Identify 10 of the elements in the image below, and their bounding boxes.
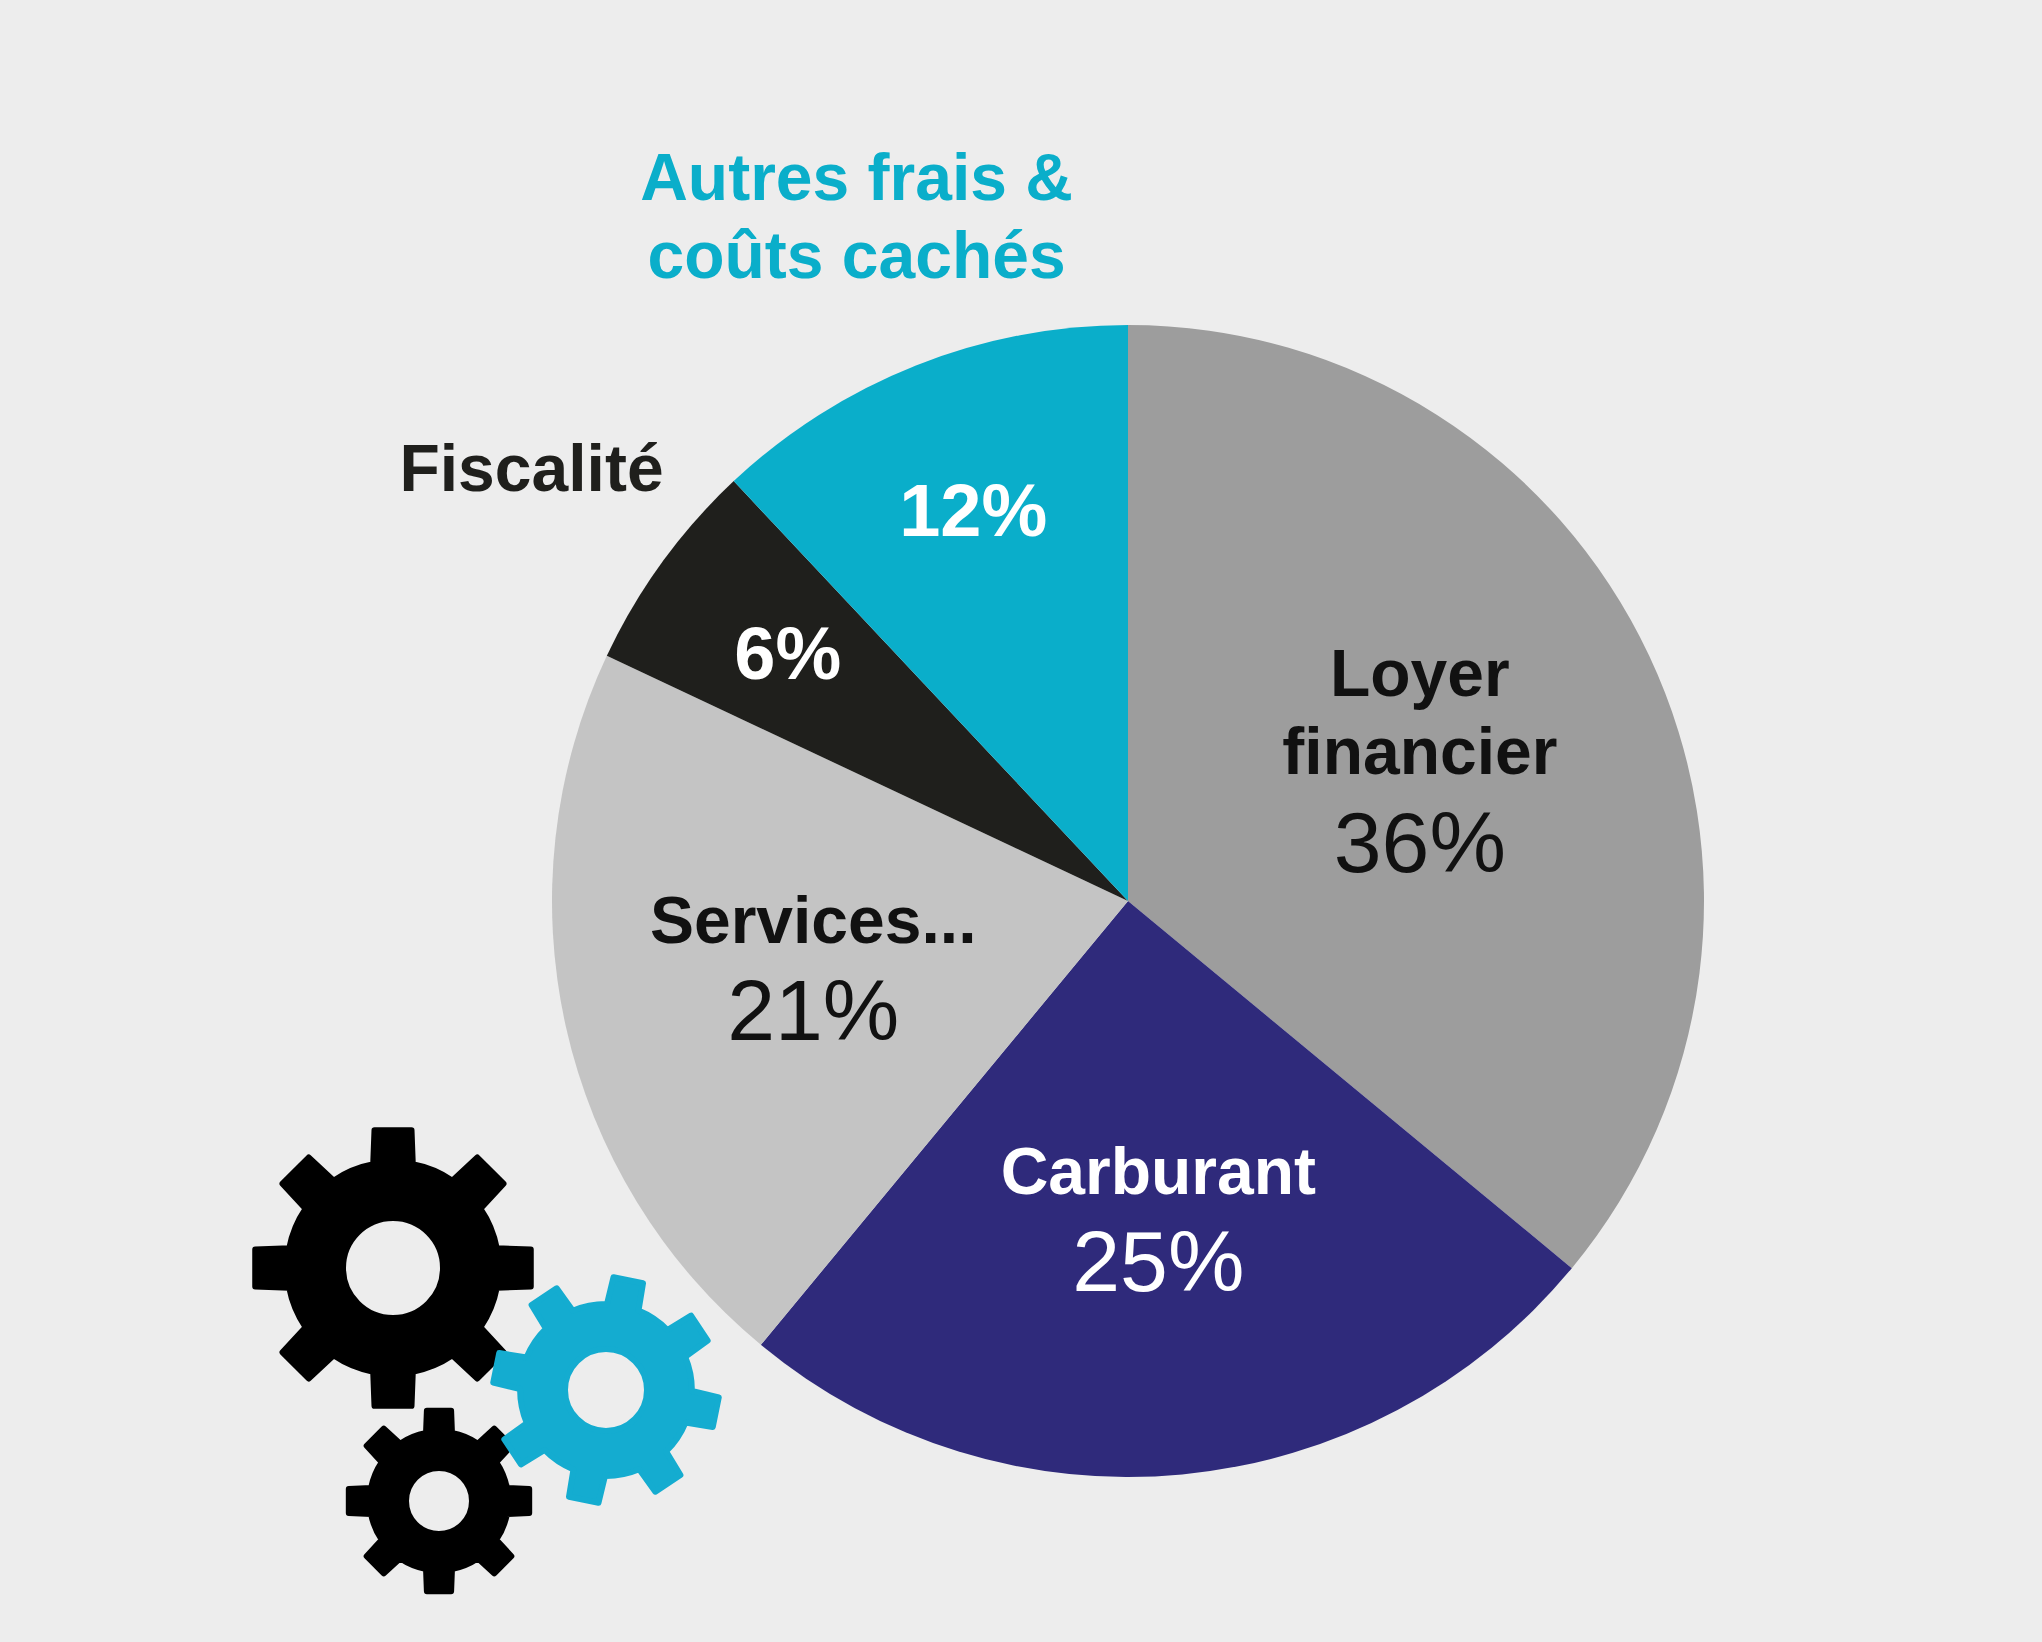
slice-label: Services... — [649, 883, 977, 958]
slice-label: Autres frais & coûts cachés — [640, 139, 1073, 292]
data-label: 21% — [727, 962, 900, 1059]
data-label: 6% — [734, 612, 842, 696]
data-label: 12% — [899, 468, 1048, 552]
slice-label: Fiscalité — [399, 431, 664, 505]
data-label: 36% — [1333, 793, 1506, 890]
data-label: 25% — [1072, 1213, 1245, 1310]
slice-label: Carburant — [1000, 1133, 1317, 1208]
slice-label: Loyer financier — [1282, 636, 1558, 789]
